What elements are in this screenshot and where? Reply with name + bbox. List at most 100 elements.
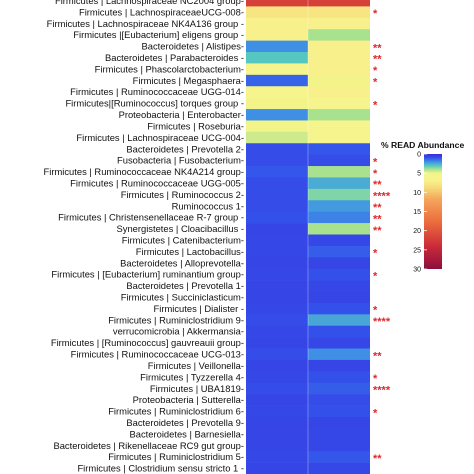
heatmap-cell [246,200,308,212]
significance-marker: ** [373,453,382,465]
heatmap-cell [308,382,370,395]
row-label: Ruminococcus 1- [172,200,244,211]
row-label: Firmicutes | Lachnospiraceae NK4A136 gro… [47,18,244,29]
heatmap-cell [246,268,308,281]
color-legend: % READ Abundance 0 5 10 15 20 25 30 [381,140,464,274]
heatmap-cell [308,462,370,474]
heatmap-cell [308,97,370,110]
row-label: Fusobacteria | Fusobacterium- [117,155,244,166]
heatmap-cell [246,154,308,167]
row-label: Proteobacteria | Sutterella- [133,394,244,405]
row-label: Firmicutes | Ruminococcaceae NK4A214 gro… [44,166,244,177]
row-label: Firmicutes | Roseburia- [147,120,244,131]
heatmap-cell [308,371,370,384]
significance-marker: ** [373,42,382,54]
row-label: Firmicutes | LachnospiraceaeUCG-008- [79,6,244,17]
heatmap-cell [308,109,370,121]
row-label: Firmicutes | Christensenellaceae R-7 gro… [58,212,244,223]
significance-marker: * [373,305,378,317]
heatmap-cell [246,63,308,76]
row-label: Firmicutes | Lactobacillus- [136,246,244,257]
significance-marker: * [373,407,378,419]
row-label: Firmicutes | Lachnospiraceae UCG-004- [76,132,244,143]
heatmap-cell [308,394,370,406]
heatmap-cell [246,223,308,235]
row-label: Proteobacteria | Enterobacter- [119,109,244,120]
heatmap-cell [308,223,370,235]
heatmap-cell [246,348,308,361]
significance-markers: *************************************** [373,8,391,465]
heatmap-cell [246,109,308,121]
heatmap-cell [308,63,370,76]
row-label: Firmicutes | Veillonella- [148,360,244,371]
row-label: verrucomicrobia | Akkermansia- [113,326,244,337]
heatmap-cell [308,131,370,144]
significance-marker: * [373,168,378,180]
heatmap-cell [246,302,308,315]
row-label: Firmicutes | [Ruminococcus] gauvreauii g… [51,337,244,348]
heatmap-cell [308,17,370,30]
row-label: Firmicutes |[Eubacterium] eligens group … [73,29,244,40]
heatmap-cell [246,177,308,190]
row-label: Firmicutes | Ruminococcus 2- [121,189,244,200]
row-label: Firmicutes | Ruminococcaceae UGG-014- [70,86,244,97]
heatmap-cell [246,416,308,429]
legend-tick-label: 25 [413,247,421,254]
heatmap-cell [246,97,308,110]
row-label: Firmicutes | Ruminiclostridium 9- [108,314,244,325]
heatmap-cell [246,371,308,384]
significance-marker: **** [373,191,391,203]
heatmap-cell [246,382,308,395]
heatmap-cell [246,359,308,372]
heatmap-cell [308,188,370,201]
heatmap-cell [246,86,308,98]
significance-marker: ** [373,225,382,237]
heatmap-cell [246,451,308,463]
significance-marker: * [373,77,378,89]
heatmap-cell [308,52,370,64]
heatmap-cell [246,17,308,30]
heatmap-cell [308,348,370,361]
heatmap-cell [308,451,370,463]
row-label: Firmicutes | [Eubacterium] ruminantium g… [51,269,244,280]
row-label: Bacteroidetes | Parabacteroides - [105,52,244,63]
heatmap-cell [246,394,308,406]
heatmap-cell [308,200,370,212]
heatmap-cells [246,0,370,474]
row-label: Firmicutes | Ruminococcaceae UGG-005- [70,177,244,188]
significance-marker: ** [373,179,382,191]
heatmap-cell [308,359,370,372]
legend-tick-label: 10 [413,190,421,197]
row-label: Bacteroidetes | Alistipes- [142,41,244,52]
row-label: Firmicutes | Clostridium sensu stricto 1… [77,463,244,474]
heatmap-cell [308,6,370,19]
heatmap-cell [308,291,370,304]
heatmap-cell [308,166,370,178]
heatmap-cell [308,40,370,53]
row-label: Firmicutes | Catenibacterium- [122,235,244,246]
significance-marker: * [373,8,378,20]
significance-marker: * [373,270,378,282]
heatmap-cell [246,291,308,304]
heatmap-cell [308,0,370,7]
heatmap-cell [246,29,308,41]
row-labels: Firmicutes | Lachnospiraceae NC2004 grou… [44,0,244,474]
heatmap-cell [308,257,370,270]
row-label: Firmicutes | Tyzzerella 4- [140,371,244,382]
row-label: Synergistetes | Cloacibacillus - [117,223,245,234]
heatmap-cell [246,74,308,87]
heatmap-cell [246,314,308,327]
row-label: Firmicutes | Megasphaera- [133,75,244,86]
heatmap-cell [246,439,308,452]
heatmap-cell [308,405,370,418]
row-label: Firmicutes | Ruminococcaceae UCG-013- [71,349,244,360]
heatmap-cell [246,166,308,178]
heatmap-cell [246,405,308,418]
significance-marker: **** [373,316,391,328]
legend-tick-label: 5 [417,171,421,178]
row-label: Bacteroidetes | Prevotella 2- [126,143,244,154]
row-label: Firmicutes | UBA1819- [150,383,244,394]
heatmap-cell [246,0,308,7]
heatmap-cell [308,177,370,190]
significance-marker: * [373,156,378,168]
